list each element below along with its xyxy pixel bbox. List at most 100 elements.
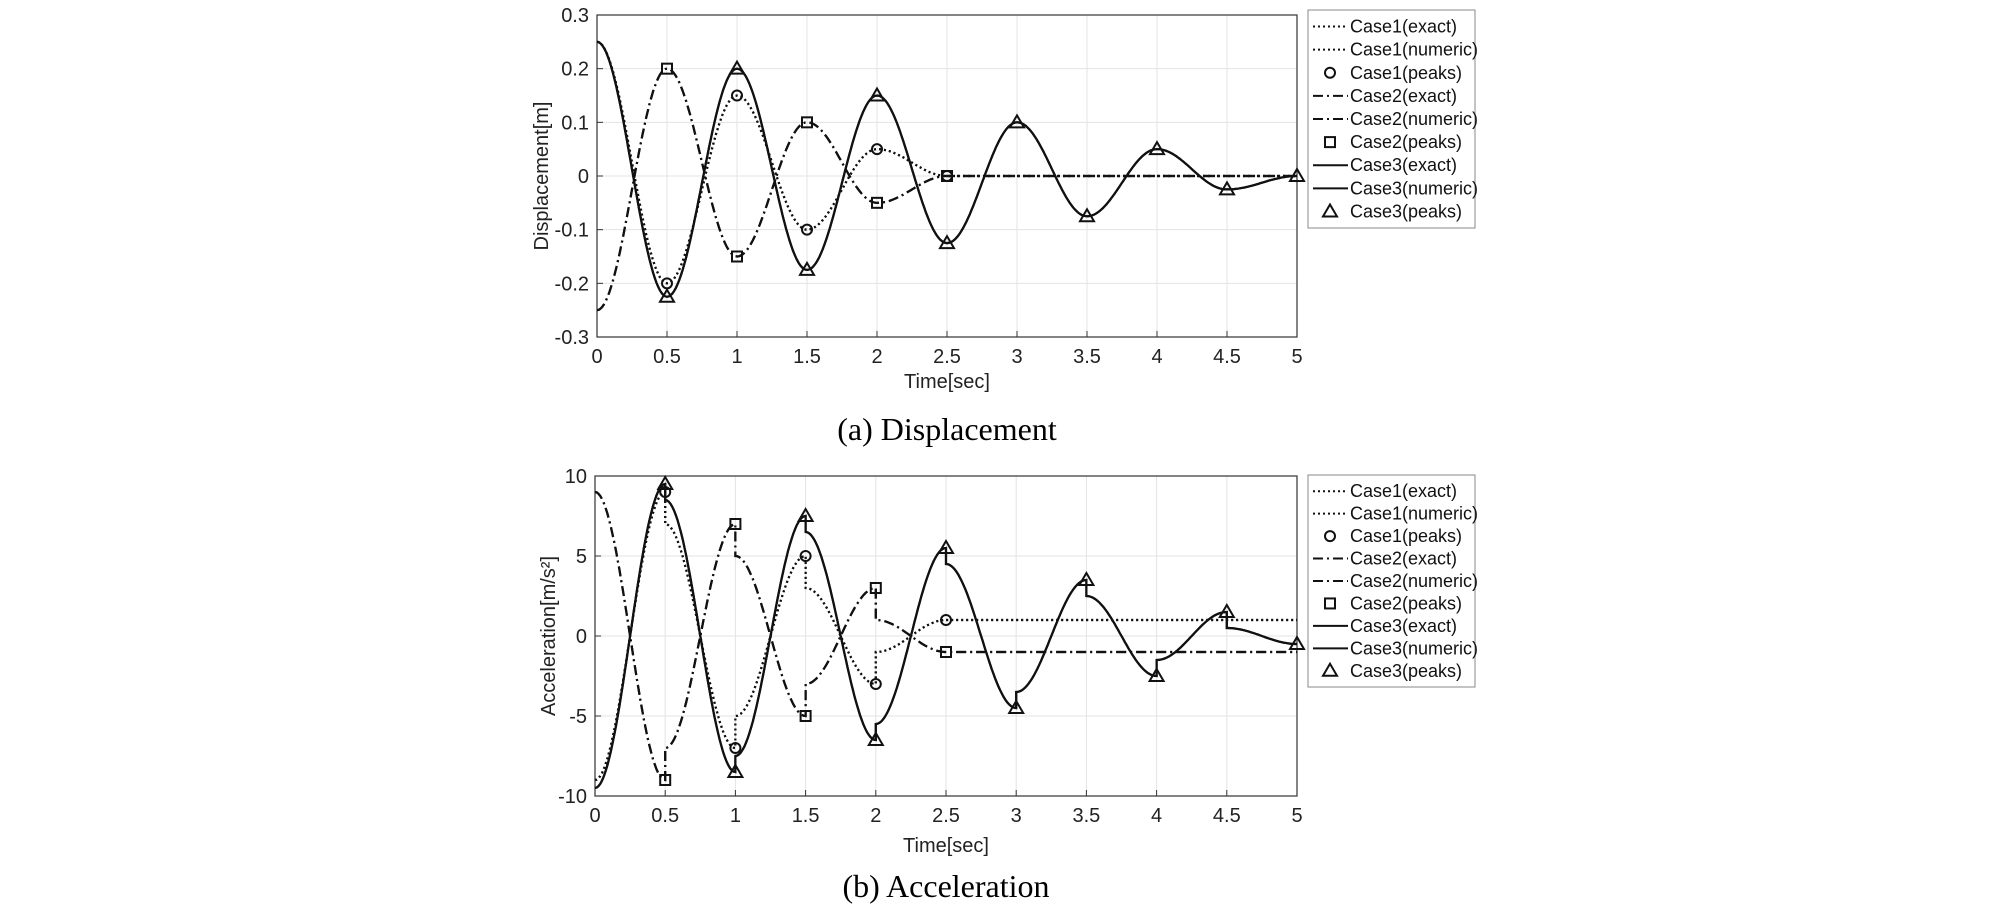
acceleration-chart: 0 0.5 1 1.5 2 2.5 3 3.5 4 4.5 5 10 5 0 -5 -10 Time[sec] A… — [538, 466, 1478, 904]
case3-peak-triangle-marker — [658, 287, 676, 303]
x-tick-label: 4.5 — [1213, 346, 1241, 368]
case3-peak-triangle-marker — [1288, 635, 1306, 650]
case3-peak-triangle-marker — [1077, 571, 1096, 586]
case3-peak-triangle-marker — [1218, 180, 1236, 196]
legend-item: Case3(peaks) — [1321, 661, 1462, 681]
x-tick-label: 4 — [1151, 346, 1162, 368]
legend-item: Case1(peaks) — [1324, 63, 1462, 83]
legend-label: Case3(exact) — [1350, 155, 1457, 175]
case3-peak-triangle-marker — [1078, 207, 1096, 223]
legend: Case1(exact) Case1(numeric) Case1(peaks) Ca… — [1307, 9, 1478, 229]
x-tick-label: 1 — [730, 805, 741, 827]
case2-peak-square-marker — [1324, 597, 1336, 610]
x-tick-label: 2.5 — [933, 346, 961, 368]
case2-peak-square-marker — [661, 62, 673, 75]
case3-peak-triangle-marker — [798, 260, 816, 276]
legend-label: Case1(peaks) — [1350, 526, 1462, 546]
x-tick-label: 2.5 — [932, 805, 960, 827]
case1-peak-circle-marker — [799, 550, 812, 562]
case2-peak-square-marker — [731, 250, 743, 263]
x-tick-label: 1.5 — [792, 805, 820, 827]
legend-item: Case2(peaks) — [1324, 132, 1462, 152]
legend-item: Case1(numeric) — [1313, 504, 1478, 524]
case2-peak-square-marker — [940, 646, 952, 658]
case2-peak-square-marker — [869, 582, 882, 594]
case3-peak-triangle-marker — [1321, 202, 1339, 218]
y-axis-label: Displacement[m] — [531, 102, 553, 251]
y-tick-label: -0.2 — [555, 273, 589, 295]
case1-peak-circle-marker — [1324, 530, 1336, 543]
case1-peak-circle-marker — [869, 678, 882, 690]
x-axis-label: Time[sec] — [903, 835, 989, 857]
case3-peak-triangle-marker — [1008, 113, 1026, 129]
case1-peak-circle-marker — [731, 89, 743, 102]
legend-label: Case1(exact) — [1350, 17, 1457, 37]
series-case3-numeric-line — [594, 482, 1297, 790]
legend-label: Case3(exact) — [1350, 616, 1457, 636]
legend-item: Case2(exact) — [1313, 549, 1457, 569]
y-tick-label: -0.3 — [555, 327, 589, 349]
case3-peak-triangle-marker — [1321, 661, 1339, 677]
y-tick-label: 5 — [576, 546, 587, 568]
case2-peak-square-marker — [801, 116, 813, 129]
case2-peak-square-marker — [729, 518, 742, 530]
case3-peak-triangle-marker — [868, 86, 886, 102]
case3-peak-triangle-marker — [656, 475, 674, 490]
series-case1-numeric-line — [596, 40, 1297, 285]
legend-item: Case1(exact) — [1313, 17, 1457, 37]
x-tick-label: 3.5 — [1073, 346, 1101, 368]
legend-item: Case1(numeric) — [1313, 40, 1478, 60]
x-tick-label: 3.5 — [1072, 805, 1100, 827]
x-tick-label: 5 — [1291, 805, 1302, 827]
legend-label: Case3(numeric) — [1350, 178, 1478, 198]
x-tick-label: 3 — [1011, 346, 1022, 368]
x-tick-label: 5 — [1291, 346, 1302, 368]
legend-item: Case1(exact) — [1313, 481, 1457, 501]
case3-peak-triangle-marker — [1007, 699, 1025, 714]
case3-peak-triangle-marker — [937, 539, 955, 554]
case3-peak-triangle-marker — [1288, 167, 1306, 182]
y-tick-label: 0.3 — [561, 5, 589, 27]
case3-peak-triangle-marker — [1147, 667, 1166, 682]
case1-peak-circle-marker — [871, 143, 883, 156]
legend: Case1(exact) Case1(numeric)Case1(peaks) Ca… — [1307, 474, 1478, 688]
y-tick-label: 0 — [578, 166, 589, 188]
y-tick-label: 0 — [576, 626, 587, 648]
x-tick-label: 4 — [1151, 805, 1162, 827]
y-tick-label: 10 — [565, 466, 587, 488]
legend-label: Case2(peaks) — [1350, 132, 1462, 152]
x-tick-label: 3 — [1011, 805, 1022, 827]
case1-peak-circle-marker — [729, 742, 742, 754]
legend-label: Case1(numeric) — [1350, 40, 1478, 60]
legend-item: Case3(exact) — [1313, 616, 1457, 636]
x-tick-label: 2 — [871, 346, 882, 368]
legend-label: Case2(peaks) — [1350, 593, 1462, 613]
legend-item: Case3(peaks) — [1321, 201, 1462, 221]
legend-item: Case3(exact) — [1313, 155, 1457, 175]
x-tick-label: 4.5 — [1213, 805, 1241, 827]
legend-label: Case1(numeric) — [1350, 504, 1478, 524]
figure-caption: (a) Displacement — [837, 411, 1057, 447]
x-tick-label: 0.5 — [653, 346, 681, 368]
legend-item: Case2(peaks) — [1324, 593, 1462, 613]
case1-peak-circle-marker — [940, 614, 952, 626]
series-case2-numeric-line — [596, 67, 1297, 312]
legend-item: Case3(numeric) — [1313, 638, 1478, 658]
case3-peak-triangle-marker — [726, 763, 745, 778]
legend-label: Case2(exact) — [1350, 86, 1457, 106]
displacement-chart: 0 0.5 1 1.5 2 2.5 3 3.5 4 4.5 5 0.3 0.2 0.1 0 -0.1 -0.2 -… — [531, 5, 1478, 447]
legend-item: Case2(numeric) — [1313, 571, 1478, 591]
legend-label: Case3(numeric) — [1350, 638, 1478, 658]
y-tick-label: -0.1 — [555, 220, 589, 242]
case1-peak-circle-marker — [1324, 66, 1336, 79]
y-tick-label: -5 — [569, 706, 587, 728]
x-tick-label: 1.5 — [793, 346, 821, 368]
x-tick-label: 0 — [591, 346, 602, 368]
x-tick-label: 0 — [589, 805, 600, 827]
case3-peak-triangle-marker — [728, 59, 746, 75]
case3-peak-triangle-marker — [867, 731, 885, 746]
y-axis-label: Acceleration[m/s²] — [538, 556, 560, 716]
legend-label: Case1(peaks) — [1350, 63, 1462, 83]
case3-peak-triangle-marker — [1148, 140, 1166, 156]
